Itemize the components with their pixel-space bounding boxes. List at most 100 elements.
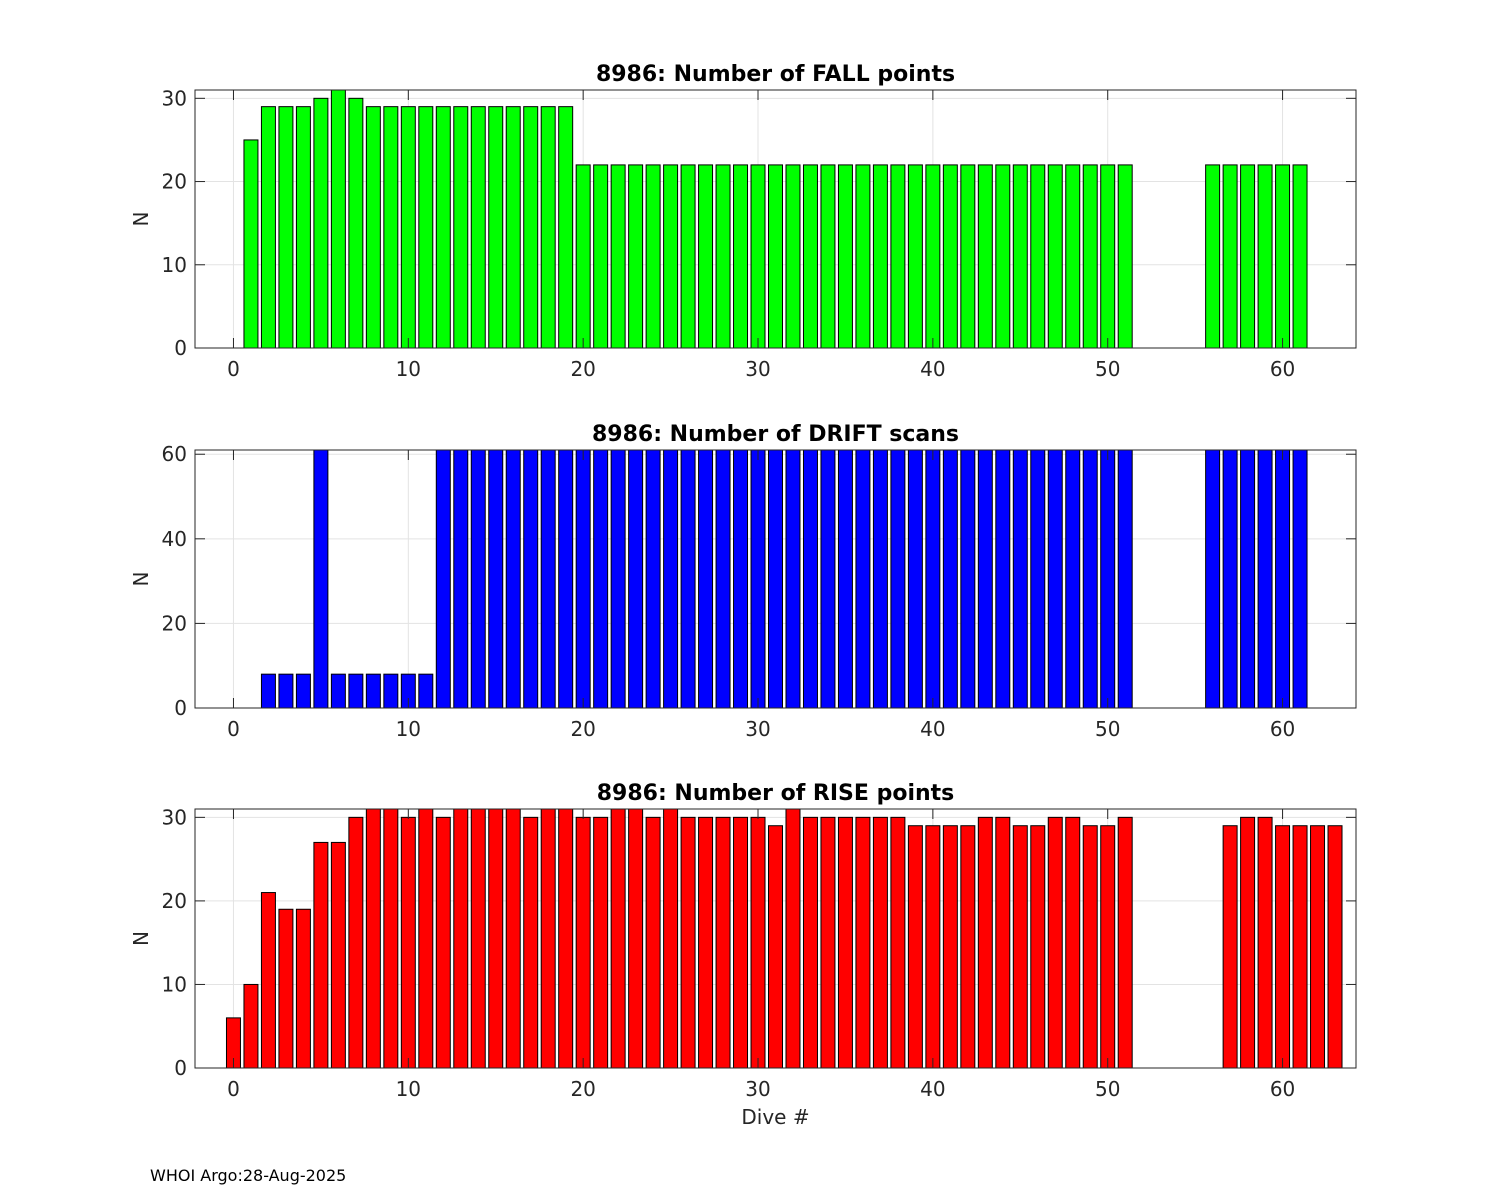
x-tick-label: 10	[396, 1077, 421, 1101]
bar	[1240, 450, 1256, 708]
x-tick-label: 40	[920, 1077, 945, 1101]
bar	[488, 106, 504, 348]
bar	[907, 825, 923, 1068]
bar	[698, 816, 714, 1068]
bar	[802, 164, 818, 348]
bar	[855, 816, 871, 1068]
bar	[837, 816, 853, 1068]
bar	[1240, 164, 1256, 348]
bar	[575, 816, 591, 1068]
chart-panel-2: 0 10 20 30 40 50 60 0 20 40 60 8986: Number of DRIF…	[129, 422, 1357, 741]
bar	[1117, 164, 1133, 348]
bar	[907, 450, 923, 708]
bar	[715, 164, 731, 348]
bar	[1047, 816, 1063, 1068]
bar	[365, 673, 381, 708]
y-tick-label: 0	[174, 336, 187, 360]
chart-title: 8986: Number of DRIFT scans	[592, 422, 959, 447]
bar	[348, 816, 364, 1068]
y-tick-label: 10	[162, 972, 187, 996]
bar	[925, 164, 941, 348]
bar	[418, 106, 434, 348]
x-tick-label: 40	[920, 717, 945, 741]
bar	[523, 816, 539, 1068]
y-tick-label: 40	[162, 527, 187, 551]
x-tick-label: 30	[745, 357, 770, 381]
x-tick-label: 10	[396, 357, 421, 381]
bar	[453, 809, 469, 1068]
y-axis-label: N	[129, 931, 153, 946]
bar	[1222, 450, 1238, 708]
bar	[645, 164, 661, 348]
bar	[313, 450, 329, 708]
bar	[558, 106, 574, 348]
bar	[890, 816, 906, 1068]
bar	[802, 450, 818, 708]
bar	[890, 450, 906, 708]
bar	[1292, 164, 1308, 348]
bar	[295, 673, 311, 708]
bar	[383, 673, 399, 708]
bar	[260, 106, 276, 348]
bar	[1100, 450, 1116, 708]
x-tick-label: 0	[227, 357, 240, 381]
bar	[1275, 164, 1291, 348]
bar	[1030, 825, 1046, 1068]
x-tick-label: 40	[920, 357, 945, 381]
bar	[785, 809, 801, 1068]
bar	[925, 450, 941, 708]
bar	[715, 450, 731, 708]
bar	[1012, 450, 1028, 708]
x-tick-label: 60	[1270, 1077, 1295, 1101]
bar	[540, 450, 556, 708]
bar	[610, 809, 626, 1068]
bar	[680, 164, 696, 348]
bar	[645, 816, 661, 1068]
bar	[470, 106, 486, 348]
x-tick-label: 10	[396, 717, 421, 741]
bar	[1082, 825, 1098, 1068]
bar	[785, 164, 801, 348]
bar	[645, 450, 661, 708]
bar	[820, 164, 836, 348]
bar	[1065, 450, 1081, 708]
bar	[977, 816, 993, 1068]
bar-series	[208, 450, 1343, 708]
bar	[453, 106, 469, 348]
bar	[1257, 450, 1273, 708]
bar	[872, 450, 888, 708]
bar	[330, 90, 346, 348]
bar	[680, 450, 696, 708]
bar	[593, 164, 609, 348]
bar	[768, 825, 783, 1068]
bar	[453, 450, 469, 708]
bar	[1240, 816, 1256, 1068]
bar	[558, 450, 574, 708]
bar	[523, 106, 539, 348]
y-tick-label: 60	[162, 442, 187, 466]
bar	[365, 809, 381, 1068]
bar	[348, 673, 364, 708]
bar	[715, 816, 731, 1068]
y-tick-label: 30	[162, 805, 187, 829]
bar	[523, 450, 539, 708]
bar	[750, 164, 766, 348]
bar	[575, 450, 591, 708]
y-tick-label: 30	[162, 86, 187, 110]
y-tick-label: 0	[174, 1056, 187, 1080]
x-tick-label: 50	[1095, 357, 1120, 381]
y-tick-label: 10	[162, 253, 187, 277]
bar	[470, 809, 486, 1068]
x-tick-label: 0	[227, 717, 240, 741]
bar	[855, 450, 871, 708]
bar	[942, 164, 958, 348]
bar	[505, 450, 521, 708]
footer-credit: WHOI Argo:28-Aug-2025	[150, 1166, 347, 1185]
bar	[418, 673, 434, 708]
bar	[1327, 825, 1343, 1068]
bar	[418, 809, 434, 1068]
bar	[1012, 164, 1028, 348]
bar	[733, 816, 749, 1068]
x-tick-label: 50	[1095, 1077, 1120, 1101]
